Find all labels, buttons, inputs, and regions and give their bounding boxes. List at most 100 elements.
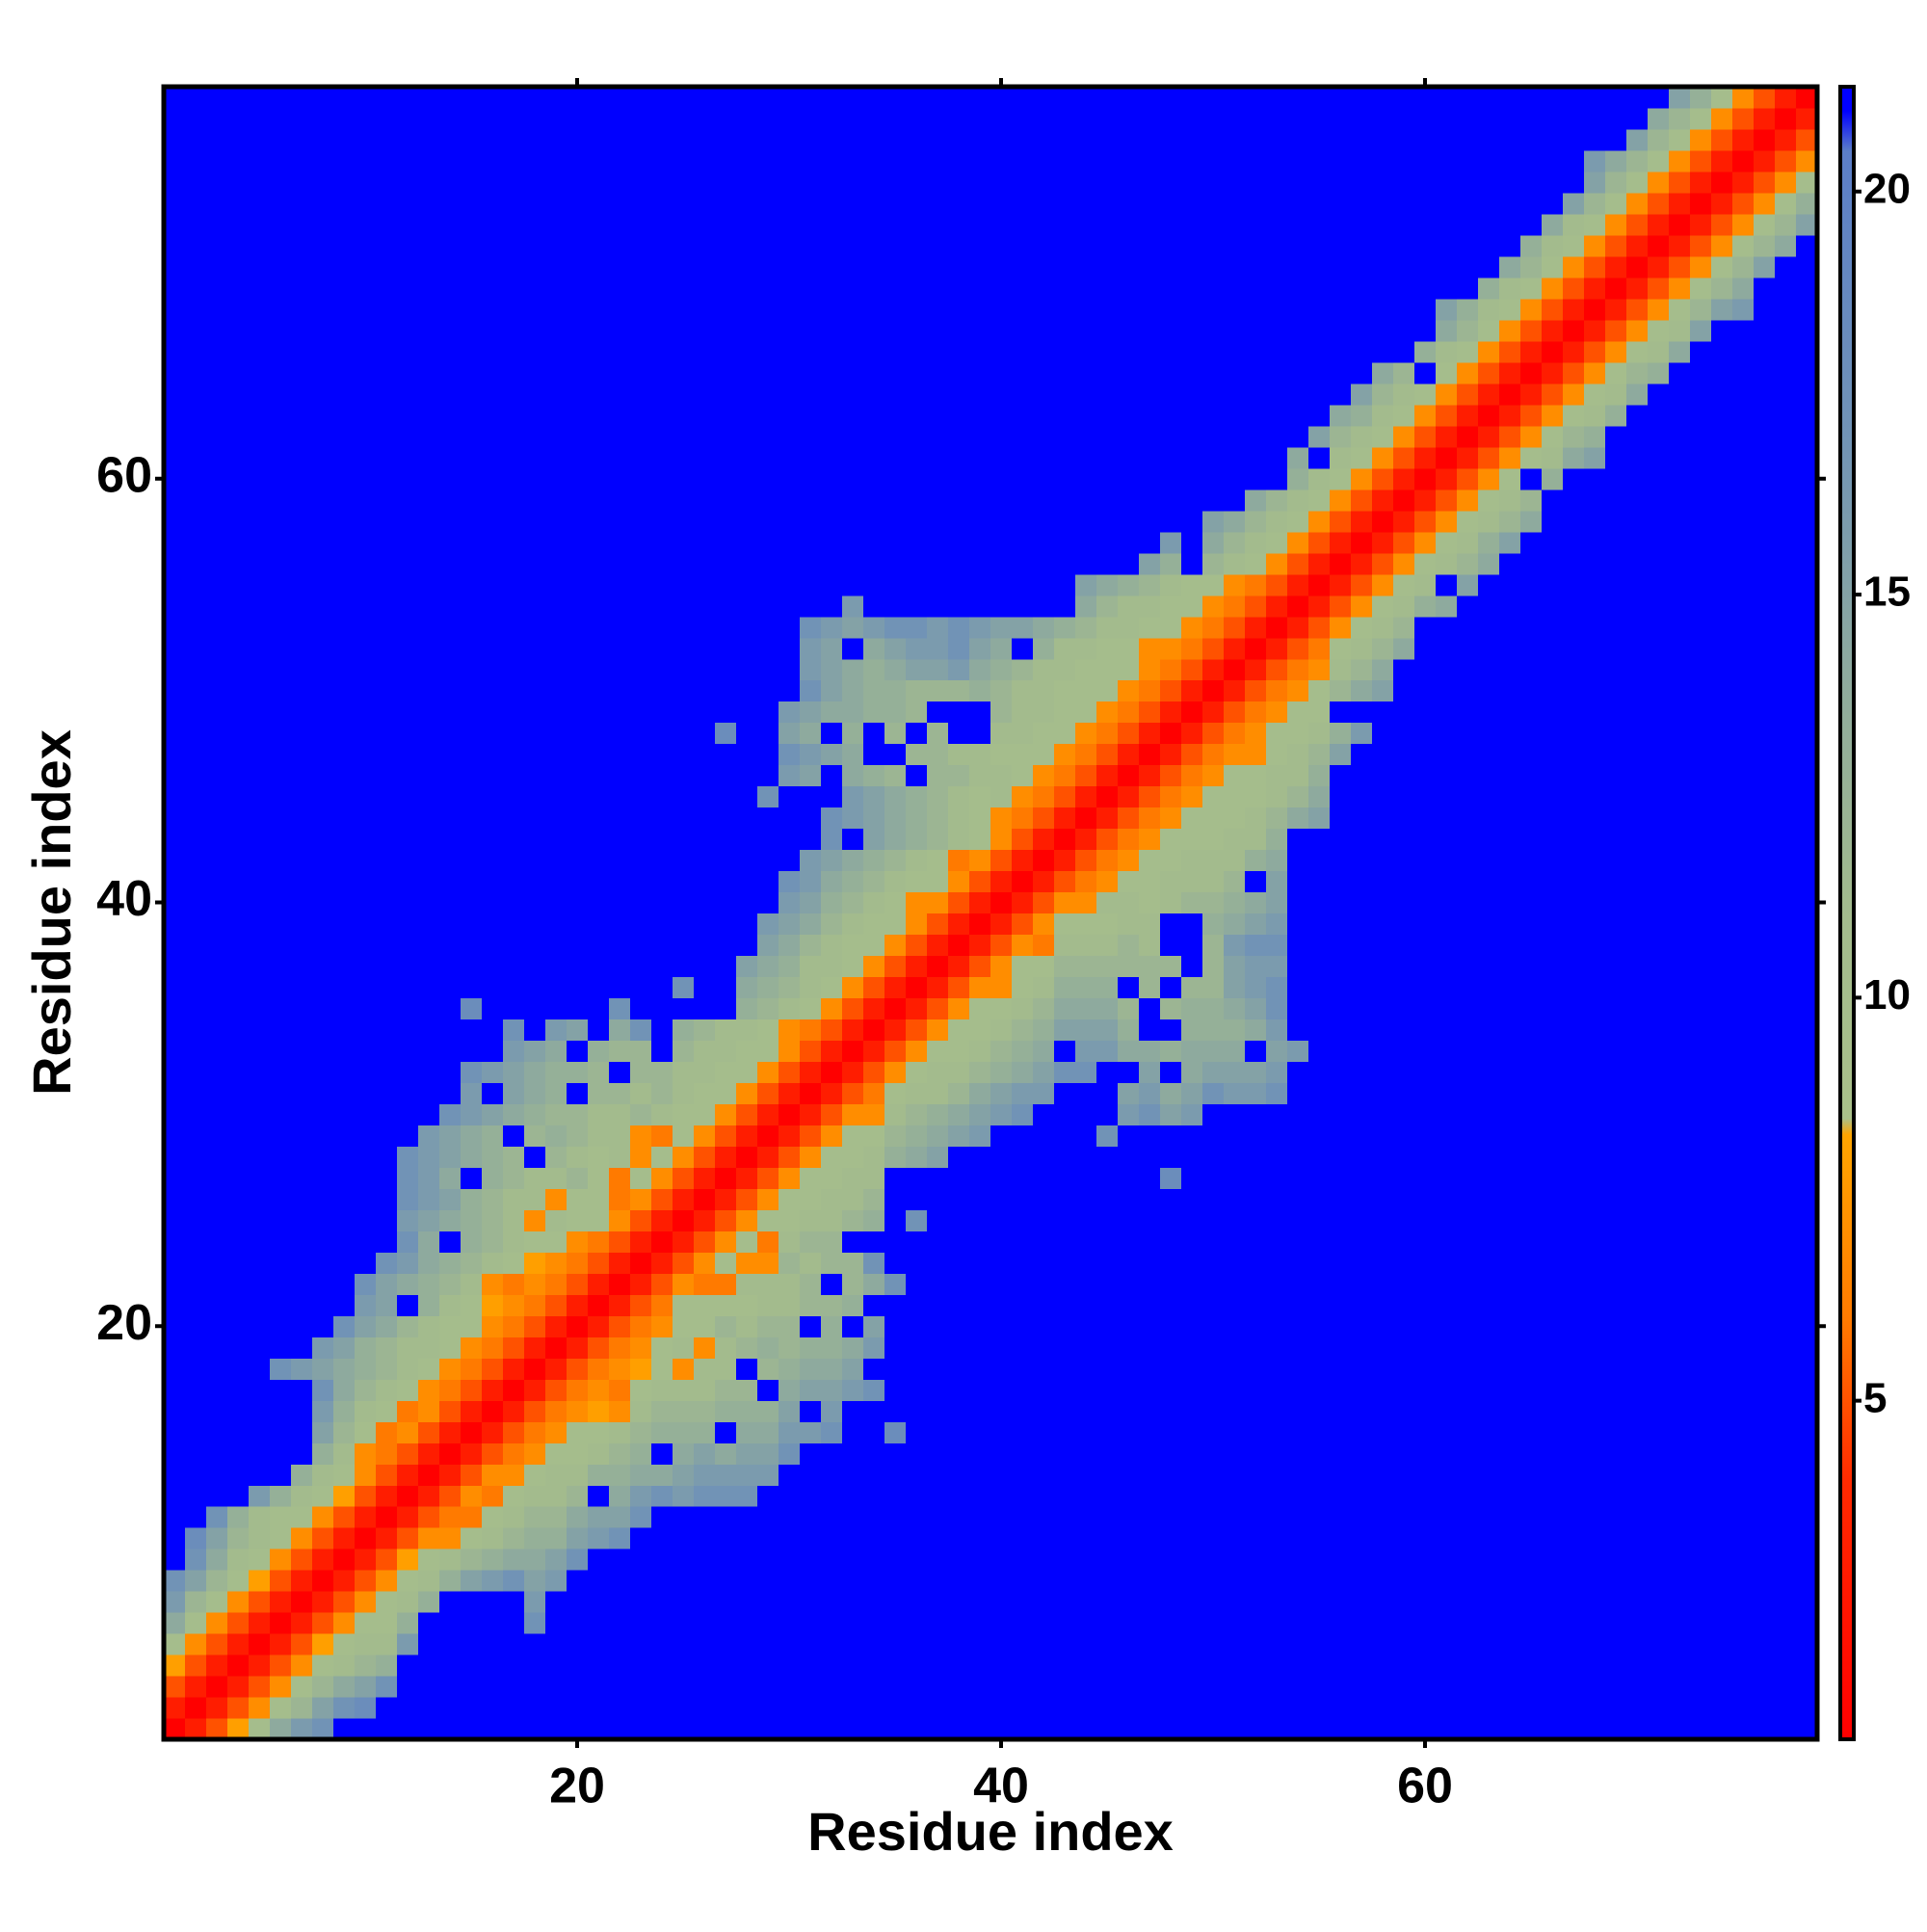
heatmap-cell	[461, 1252, 483, 1274]
heatmap-cell	[800, 1485, 822, 1507]
heatmap-cell	[1202, 1252, 1225, 1274]
heatmap-cell	[1287, 680, 1309, 702]
heatmap-cell	[990, 1337, 1013, 1359]
heatmap-cell	[503, 1697, 525, 1719]
heatmap-cell	[1308, 468, 1331, 490]
heatmap-cell	[524, 765, 546, 787]
heatmap-cell	[227, 341, 250, 363]
heatmap-cell	[588, 807, 610, 830]
heatmap-cell	[185, 1040, 207, 1062]
heatmap-cell	[1393, 1125, 1415, 1147]
heatmap-cell	[1012, 1591, 1034, 1613]
heatmap-cell	[863, 1633, 885, 1655]
heatmap-cell	[1605, 1082, 1627, 1104]
heatmap-cell	[418, 595, 440, 618]
heatmap-cell	[545, 1400, 568, 1422]
heatmap-cell	[1054, 1379, 1076, 1401]
heatmap-cell	[227, 807, 250, 830]
heatmap-cell	[1330, 405, 1352, 427]
heatmap-cell	[694, 1633, 716, 1655]
heatmap-cell	[630, 1379, 652, 1401]
heatmap-cell	[503, 1294, 525, 1316]
heatmap-cell	[524, 1570, 546, 1592]
heatmap-cell	[1308, 786, 1331, 808]
heatmap-cell	[227, 1019, 250, 1041]
heatmap-cell	[206, 1315, 228, 1337]
heatmap-cell	[355, 362, 377, 384]
heatmap-cell	[842, 1527, 864, 1549]
heatmap-cell	[1520, 362, 1543, 384]
heatmap-cell	[1563, 1676, 1585, 1698]
heatmap-cell	[779, 829, 801, 851]
heatmap-cell	[1436, 744, 1458, 766]
heatmap-cell	[503, 934, 525, 956]
heatmap-cell	[1033, 1125, 1055, 1147]
heatmap-cell	[715, 638, 737, 660]
heatmap-cell	[1224, 913, 1246, 936]
heatmap-cell	[1393, 278, 1415, 300]
heatmap-cell	[694, 1527, 716, 1549]
heatmap-cell	[1139, 1718, 1161, 1740]
heatmap-cell	[1542, 1591, 1564, 1613]
heatmap-cell	[482, 341, 504, 363]
heatmap-cell	[1287, 1506, 1309, 1528]
heatmap-cell	[333, 1040, 356, 1062]
heatmap-cell	[1033, 892, 1055, 914]
heatmap-cell	[206, 1294, 228, 1316]
heatmap-cell	[1584, 1061, 1606, 1083]
heatmap-cell	[376, 1315, 398, 1337]
heatmap-cell	[164, 320, 186, 342]
heatmap-cell	[588, 405, 610, 427]
heatmap-cell	[312, 1718, 334, 1740]
heatmap-cell	[1584, 1421, 1606, 1443]
heatmap-cell	[482, 934, 504, 956]
heatmap-cell	[948, 1125, 970, 1147]
heatmap-cell	[1139, 1612, 1161, 1634]
heatmap-cell	[1033, 723, 1055, 745]
heatmap-cell	[1414, 1527, 1437, 1549]
heatmap-cell	[418, 1464, 440, 1486]
heatmap-cell	[1096, 1209, 1119, 1231]
heatmap-cell	[1351, 1082, 1373, 1104]
heatmap-cell	[524, 934, 546, 956]
heatmap-cell	[270, 997, 292, 1019]
heatmap-cell	[1457, 1146, 1479, 1168]
heatmap-cell	[800, 1697, 822, 1719]
heatmap-cell	[164, 1252, 186, 1274]
heatmap-cell	[1139, 1188, 1161, 1210]
heatmap-cell	[694, 1273, 716, 1295]
heatmap-cell	[461, 1591, 483, 1613]
heatmap-cell	[1118, 1697, 1140, 1719]
heatmap-cell	[842, 1358, 864, 1380]
heatmap-cell	[1436, 1697, 1458, 1719]
heatmap-cell	[630, 997, 652, 1019]
heatmap-cell	[884, 1061, 907, 1083]
heatmap-cell	[503, 1570, 525, 1592]
heatmap-cell	[800, 426, 822, 448]
heatmap-cell	[1626, 1294, 1649, 1316]
heatmap-cell	[249, 447, 271, 469]
heatmap-cell	[1308, 574, 1331, 596]
heatmap-cell	[333, 1527, 356, 1549]
heatmap-cell	[1075, 1146, 1097, 1168]
heatmap-cell	[1160, 1400, 1182, 1422]
heatmap-cell	[1605, 426, 1627, 448]
heatmap-cell	[1414, 723, 1437, 745]
heatmap-cell	[651, 1231, 673, 1253]
heatmap-cell	[333, 1548, 356, 1571]
heatmap-cell	[673, 490, 695, 512]
heatmap-cell	[1012, 1442, 1034, 1465]
heatmap-cell	[482, 447, 504, 469]
heatmap-cell	[757, 744, 779, 766]
heatmap-cell	[418, 1167, 440, 1189]
heatmap-cell	[461, 1464, 483, 1486]
heatmap-cell	[630, 1591, 652, 1613]
heatmap-cell	[1414, 1061, 1437, 1083]
heatmap-cell	[884, 913, 907, 936]
heatmap-cell	[524, 1400, 546, 1422]
heatmap-cell	[376, 1442, 398, 1465]
heatmap-cell	[312, 426, 334, 448]
heatmap-cell	[1414, 934, 1437, 956]
heatmap-cell	[1351, 1676, 1373, 1698]
heatmap-cell	[185, 892, 207, 914]
